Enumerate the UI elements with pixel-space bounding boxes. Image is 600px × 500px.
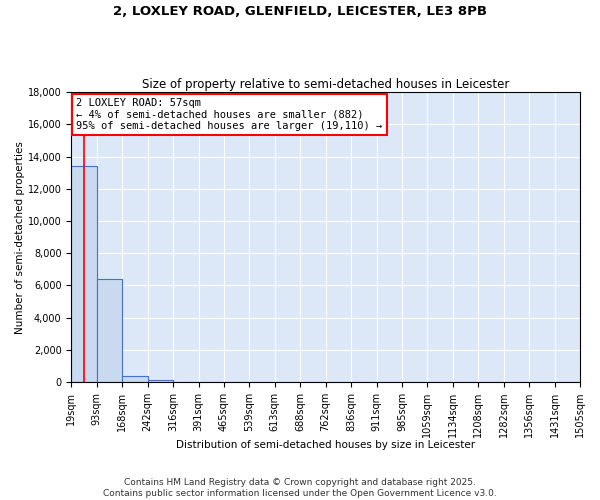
Bar <box>97 279 122 382</box>
Y-axis label: Number of semi-detached properties: Number of semi-detached properties <box>15 140 25 334</box>
X-axis label: Distribution of semi-detached houses by size in Leicester: Distribution of semi-detached houses by … <box>176 440 475 450</box>
Text: Contains HM Land Registry data © Crown copyright and database right 2025.
Contai: Contains HM Land Registry data © Crown c… <box>103 478 497 498</box>
Bar <box>148 380 173 382</box>
Bar <box>71 166 97 382</box>
Text: 2, LOXLEY ROAD, GLENFIELD, LEICESTER, LE3 8PB: 2, LOXLEY ROAD, GLENFIELD, LEICESTER, LE… <box>113 5 487 18</box>
Text: 2 LOXLEY ROAD: 57sqm
← 4% of semi-detached houses are smaller (882)
95% of semi-: 2 LOXLEY ROAD: 57sqm ← 4% of semi-detach… <box>76 98 383 131</box>
Title: Size of property relative to semi-detached houses in Leicester: Size of property relative to semi-detach… <box>142 78 509 91</box>
Bar <box>122 376 148 382</box>
